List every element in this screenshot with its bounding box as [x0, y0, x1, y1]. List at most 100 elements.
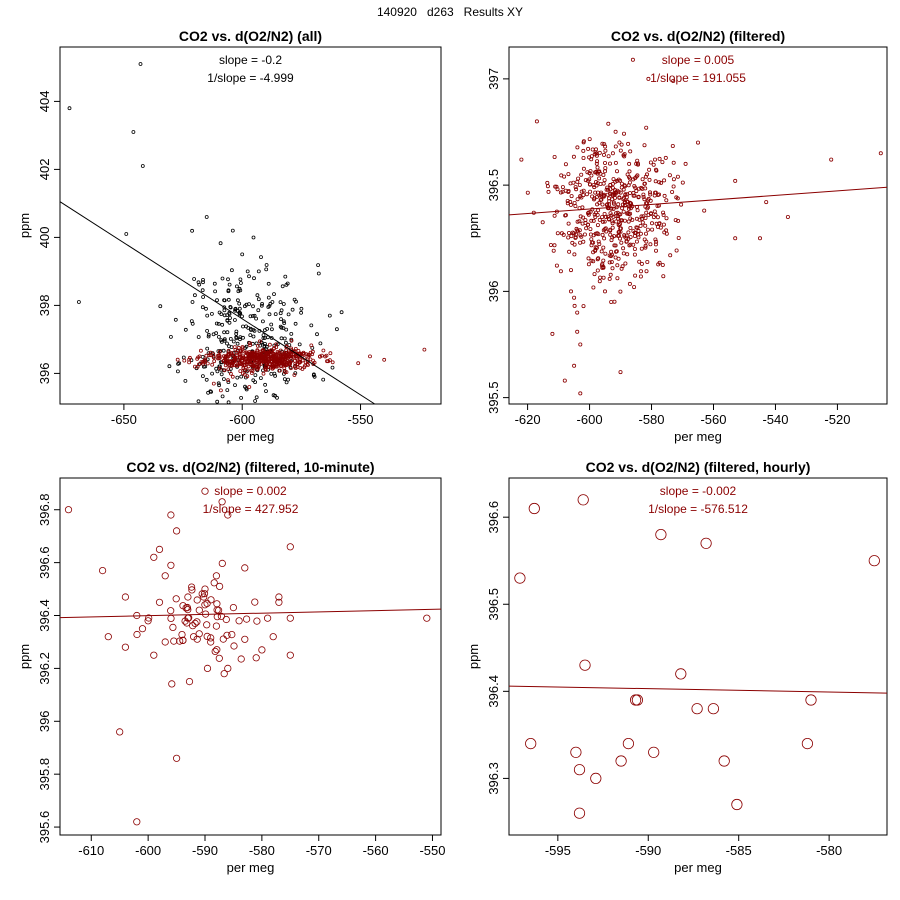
data-point [631, 193, 636, 198]
data-point [271, 356, 276, 361]
data-point [219, 338, 224, 343]
data-point [610, 266, 615, 271]
data-point [601, 181, 606, 186]
data-point [595, 268, 600, 273]
data-point [639, 261, 644, 266]
data-point [615, 263, 620, 268]
data-point [584, 192, 589, 197]
data-point [619, 142, 624, 147]
data-point [238, 337, 242, 342]
data-point [641, 214, 646, 219]
data-point [588, 189, 593, 194]
data-point [169, 623, 177, 632]
data-point [161, 572, 169, 580]
data-point [634, 161, 639, 166]
data-point [668, 253, 673, 258]
data-point [309, 343, 314, 348]
chart-title: CO2 vs. d(O2/N2) (filtered, 10-minute) [126, 459, 374, 475]
data-point [614, 219, 619, 224]
data-point [764, 200, 769, 205]
data-point [578, 342, 583, 347]
data-point [615, 276, 620, 281]
data-point [256, 308, 261, 313]
data-point [559, 231, 564, 236]
slope-label: slope = -0.002 [660, 484, 737, 498]
data-point [733, 178, 738, 183]
data-point [545, 180, 550, 185]
data-point [268, 362, 273, 367]
data-point [552, 154, 557, 159]
data-point [643, 186, 648, 191]
data-point [583, 218, 588, 223]
data-point [213, 600, 221, 608]
data-point [202, 360, 207, 365]
data-point [167, 364, 172, 369]
data-point [283, 340, 288, 345]
data-point [274, 354, 279, 359]
data-point [601, 194, 606, 199]
data-point [635, 232, 640, 237]
y-tick-label: 396.5 [486, 169, 501, 202]
data-point [215, 298, 219, 303]
data-point [286, 543, 294, 551]
data-point [216, 353, 220, 358]
data-point [675, 174, 680, 179]
data-point [608, 232, 613, 237]
data-point [251, 235, 256, 240]
data-point [258, 352, 263, 357]
data-point [222, 615, 230, 624]
data-point [287, 353, 292, 358]
data-point [609, 299, 614, 304]
data-point [269, 322, 274, 327]
data-point [213, 289, 218, 294]
data-point [209, 311, 214, 316]
data-point [610, 219, 615, 224]
x-tick-label: -580 [816, 843, 842, 858]
data-point [655, 528, 667, 541]
data-point [679, 202, 684, 207]
data-point [567, 230, 572, 235]
data-point [244, 302, 249, 307]
x-axis-label: per meg [227, 429, 275, 444]
data-point [279, 325, 284, 330]
data-point [653, 179, 658, 184]
data-point [621, 251, 626, 256]
data-point [657, 260, 662, 265]
data-point [207, 634, 215, 642]
data-point [302, 351, 306, 356]
data-point [234, 363, 239, 368]
data-point [514, 572, 526, 584]
data-point [203, 357, 208, 362]
chart-title: CO2 vs. d(O2/N2) (filtered) [611, 28, 785, 44]
page-title: 140920 d263 Results XY [376, 5, 524, 19]
data-point [581, 215, 586, 220]
data-point [589, 258, 594, 263]
data-point [275, 395, 279, 400]
data-point [277, 350, 282, 355]
data-point [104, 633, 112, 641]
data-point [603, 226, 608, 231]
data-point [589, 243, 594, 248]
data-point [545, 184, 550, 189]
data-point [571, 180, 576, 185]
data-point [269, 371, 274, 376]
data-point [613, 160, 618, 165]
data-point [273, 373, 278, 378]
data-point [167, 607, 175, 615]
data-point [602, 142, 607, 147]
data-point [552, 243, 557, 248]
data-point [219, 635, 227, 643]
data-point [168, 334, 173, 339]
data-point [584, 226, 589, 231]
data-point [144, 617, 152, 625]
data-point [234, 284, 239, 289]
data-point [552, 213, 557, 218]
data-point [632, 252, 637, 257]
data-point [116, 728, 124, 736]
data-point [273, 393, 278, 398]
data-point [639, 269, 644, 274]
data-point [228, 371, 233, 376]
data-point [548, 242, 553, 247]
data-point [653, 190, 658, 195]
data-point [200, 354, 205, 359]
